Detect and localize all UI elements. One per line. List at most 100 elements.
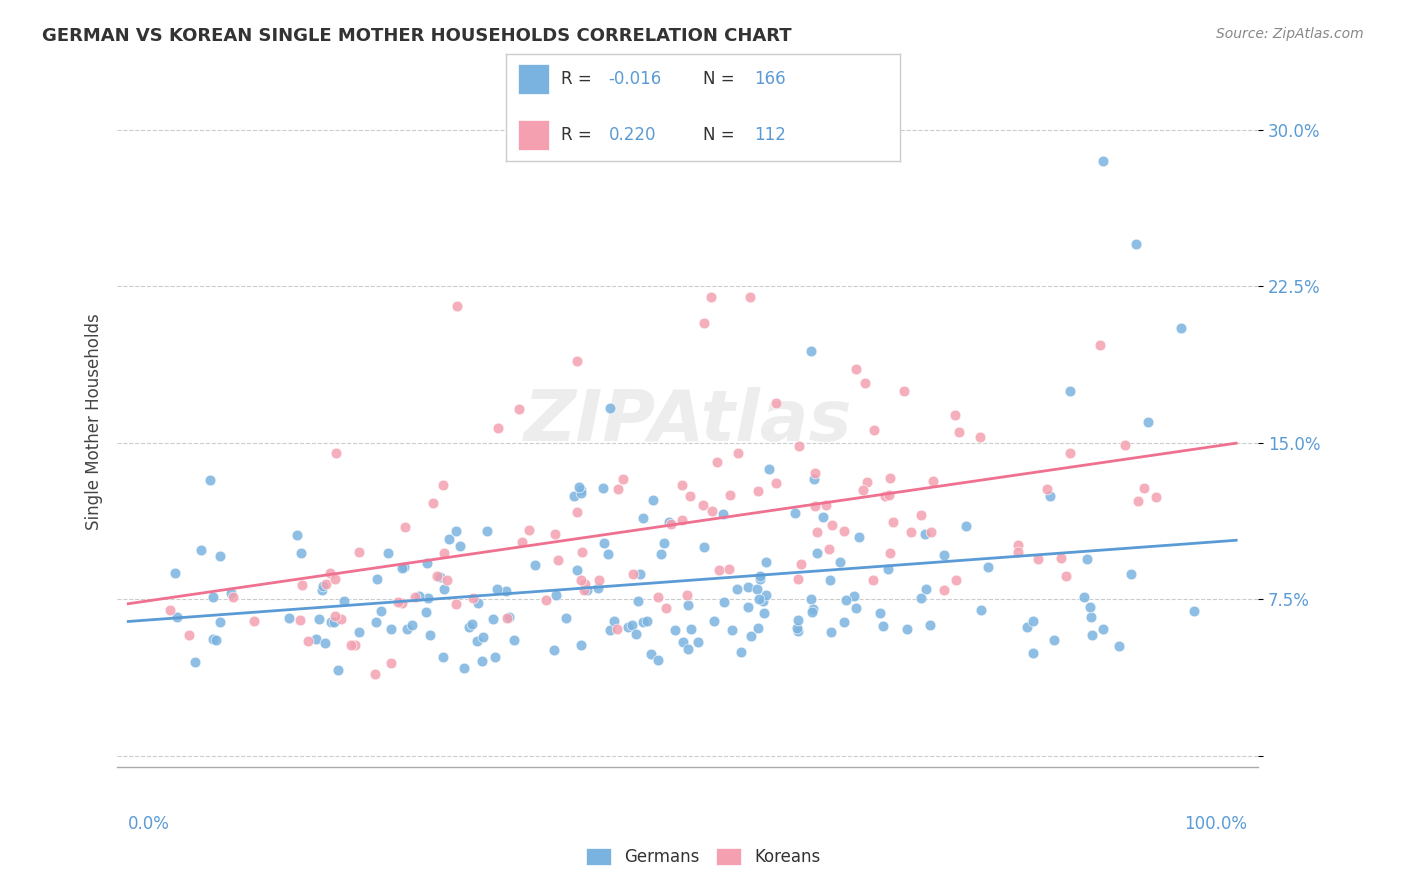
Point (877, 488, 900, 502)
Point (747, 621, 769, 635)
Point (1114, 438, 1136, 452)
Point (446, 299, 468, 313)
Point (394, 520, 416, 534)
Point (811, 510, 834, 524)
Point (415, 605, 437, 619)
Point (485, 582, 508, 596)
Point (671, 477, 693, 491)
Text: R =: R = (561, 126, 598, 144)
Point (339, 638, 361, 652)
Point (787, 439, 810, 453)
Point (571, 483, 593, 498)
Point (395, 622, 418, 636)
Point (740, 629, 762, 643)
Point (437, 533, 460, 547)
Point (329, 612, 352, 626)
Point (323, 573, 346, 587)
Point (755, 555, 778, 569)
Point (408, 590, 430, 604)
Point (893, 384, 915, 398)
Point (835, 593, 858, 607)
Point (621, 617, 644, 632)
Point (721, 624, 744, 638)
Point (569, 638, 592, 652)
Point (664, 623, 686, 637)
Point (713, 595, 735, 609)
Point (461, 617, 484, 632)
Point (606, 622, 628, 636)
Point (326, 664, 349, 678)
Point (659, 517, 682, 532)
Point (700, 290, 723, 304)
Point (628, 567, 651, 582)
Point (818, 574, 841, 588)
Point (222, 590, 245, 604)
Point (1036, 482, 1059, 496)
Point (426, 569, 449, 583)
Point (517, 523, 540, 537)
Point (616, 620, 638, 634)
Point (818, 542, 841, 557)
Point (877, 562, 900, 576)
Point (332, 593, 354, 607)
Point (599, 624, 621, 638)
Point (647, 590, 669, 604)
Point (572, 583, 595, 598)
Point (433, 546, 456, 560)
Point (498, 610, 520, 624)
Point (467, 596, 489, 610)
Point (349, 544, 371, 558)
Point (848, 530, 870, 544)
Text: N =: N = (703, 126, 740, 144)
Point (177, 628, 200, 642)
Point (882, 515, 904, 529)
Point (801, 605, 824, 619)
Point (920, 525, 942, 540)
Point (800, 592, 823, 607)
Point (631, 511, 654, 525)
Point (569, 573, 592, 587)
Point (820, 625, 842, 640)
Point (319, 615, 342, 629)
Point (569, 485, 592, 500)
Point (1108, 639, 1130, 653)
Point (789, 557, 811, 571)
Point (463, 591, 485, 605)
Point (737, 600, 759, 615)
Point (806, 546, 828, 560)
Point (650, 547, 672, 561)
Point (484, 649, 506, 664)
Point (472, 630, 495, 644)
Text: -0.016: -0.016 (609, 70, 662, 88)
Point (845, 601, 868, 615)
Point (285, 527, 308, 541)
Point (740, 290, 762, 304)
Point (277, 611, 299, 625)
Point (969, 429, 991, 443)
Point (652, 536, 675, 550)
Point (672, 635, 695, 649)
Point (914, 582, 936, 596)
Point (834, 524, 856, 538)
Point (1136, 415, 1159, 429)
Point (1073, 591, 1095, 605)
Point (765, 475, 787, 490)
Point (571, 545, 593, 559)
Text: 100.0%: 100.0% (1184, 814, 1247, 832)
Point (747, 483, 769, 498)
Point (322, 615, 344, 630)
Point (436, 573, 458, 587)
Point (208, 615, 231, 629)
Point (311, 582, 333, 597)
Point (1132, 482, 1154, 496)
Point (1125, 237, 1147, 252)
Point (869, 606, 891, 620)
Point (392, 559, 415, 574)
Point (1170, 321, 1192, 335)
Point (1015, 620, 1038, 634)
Point (1092, 153, 1115, 168)
Point (692, 498, 714, 512)
Point (862, 573, 884, 587)
Point (508, 401, 530, 416)
Point (783, 507, 806, 521)
